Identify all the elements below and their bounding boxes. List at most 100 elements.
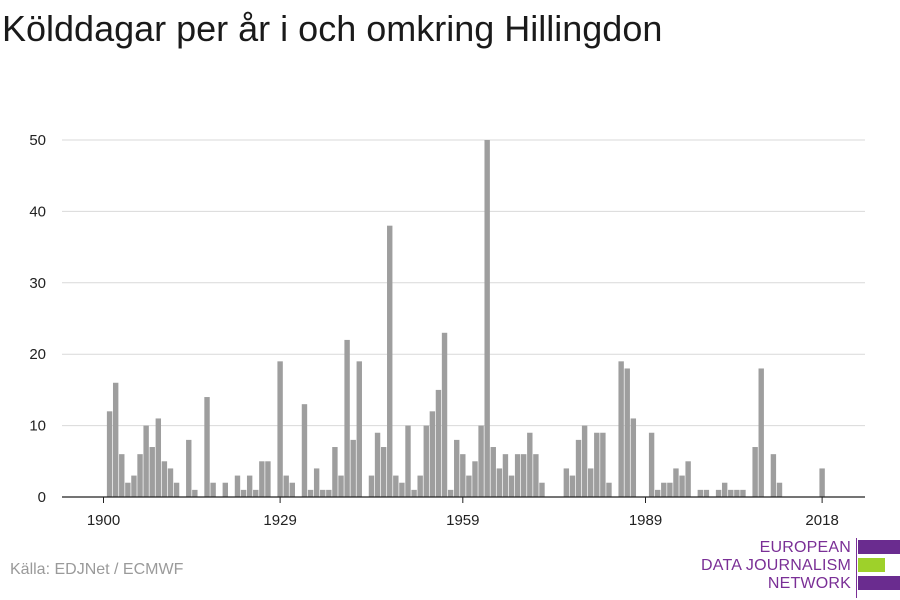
bar-1979	[581, 425, 588, 497]
bar-1933	[301, 404, 308, 497]
bar-1911	[167, 468, 174, 497]
x-tick-label-1989: 1989	[629, 512, 662, 529]
bar-1939	[338, 475, 344, 497]
x-tick-label-1900: 1900	[87, 512, 120, 529]
bar-1980	[588, 468, 594, 497]
bar-1987	[630, 418, 637, 497]
bar-1942	[356, 361, 362, 497]
bar-2018	[819, 468, 825, 497]
bar-1941	[350, 439, 356, 497]
bar-1944	[368, 475, 375, 497]
bar-1991	[654, 489, 661, 497]
bar-1959	[460, 454, 466, 497]
bar-1965	[496, 468, 503, 497]
logo-rule	[856, 538, 857, 598]
bar-1954	[429, 411, 436, 497]
bar-1951	[411, 489, 417, 497]
bar-1999	[703, 489, 710, 497]
bar-1901	[106, 411, 113, 497]
bar-1969	[521, 454, 527, 497]
bar-1915	[192, 489, 198, 497]
bar-1949	[399, 482, 405, 497]
bar-1917	[204, 397, 210, 497]
y-axis: 0 10 20 30 40 50	[29, 132, 46, 506]
bar-2010	[770, 454, 777, 497]
bar-2002	[721, 482, 728, 497]
bar-1956	[441, 332, 448, 497]
bar-1907	[143, 425, 149, 497]
logo-bar-purple-bottom	[858, 576, 900, 590]
bar-1912	[173, 482, 180, 497]
bar-1994	[673, 468, 679, 497]
bar-1992	[661, 482, 667, 497]
bar-1924	[246, 475, 253, 497]
logo-line-1: EUROPEAN	[759, 539, 851, 556]
bar-1961	[472, 461, 478, 497]
bar-2005	[740, 489, 746, 497]
y-tick-label-10: 10	[29, 418, 46, 435]
bar-1910	[161, 461, 168, 497]
y-tick-label-40: 40	[29, 203, 46, 220]
bar-1972	[539, 482, 545, 497]
bar-1957	[447, 489, 454, 497]
bar-1958	[454, 439, 460, 497]
bar-1923	[240, 489, 247, 497]
bar-1936	[320, 489, 326, 497]
x-axis: 1900 1929 1959 1989 2018	[62, 496, 865, 529]
bar-1926	[259, 461, 265, 497]
bar-1934	[307, 489, 314, 497]
bar-1968	[514, 454, 521, 497]
bar-1947	[387, 225, 393, 497]
bar-1996	[685, 461, 691, 497]
bar-2003	[728, 489, 734, 497]
bar-1998	[697, 489, 704, 497]
bar-1945	[374, 432, 381, 497]
bar-1940	[344, 339, 350, 497]
bar-1952	[417, 475, 423, 497]
bar-1920	[222, 482, 228, 497]
logo-bar-green	[858, 558, 885, 572]
edjnet-logo: EUROPEAN DATA JOURNALISM NETWORK	[690, 538, 900, 598]
x-tick-label-1929: 1929	[263, 512, 296, 529]
y-tick-label-0: 0	[38, 489, 46, 506]
bar-1948	[393, 475, 399, 497]
bar-1953	[423, 425, 429, 497]
bar-1902	[112, 382, 119, 497]
bar-1966	[502, 454, 509, 497]
bar-1985	[618, 361, 624, 497]
bar-1950	[405, 425, 411, 497]
bar-1938	[332, 447, 338, 497]
bar-1927	[265, 461, 271, 497]
bar-1903	[119, 454, 125, 497]
chart-title: Kölddagar per år i och omkring Hillingdo…	[2, 8, 663, 49]
bar-1995	[679, 475, 685, 497]
bar-1918	[210, 482, 216, 497]
bar-1906	[137, 454, 143, 497]
bar-1978	[575, 439, 582, 497]
bars	[106, 140, 825, 497]
bar-1962	[478, 425, 484, 497]
bar-1967	[508, 475, 515, 497]
bar-1983	[606, 482, 612, 497]
bar-1922	[234, 475, 241, 497]
bar-1963	[484, 140, 490, 497]
logo-line-2: DATA JOURNALISM	[701, 557, 851, 574]
bar-1982	[600, 432, 606, 497]
bar-1937	[326, 489, 332, 497]
bar-1909	[155, 418, 162, 497]
bar-1914	[186, 439, 192, 497]
bar-1990	[648, 432, 655, 497]
y-tick-label-50: 50	[29, 132, 46, 149]
bar-2007	[752, 447, 758, 497]
bar-1986	[624, 368, 630, 497]
gridlines	[62, 139, 865, 427]
bar-1930	[283, 475, 289, 497]
x-tick-label-2018: 2018	[805, 512, 838, 529]
bar-1976	[563, 468, 570, 497]
bar-1946	[380, 447, 387, 497]
bar-2011	[776, 482, 783, 497]
bar-1955	[435, 389, 442, 497]
bar-1908	[149, 447, 155, 497]
bar-1935	[313, 468, 320, 497]
bar-1964	[490, 447, 496, 497]
